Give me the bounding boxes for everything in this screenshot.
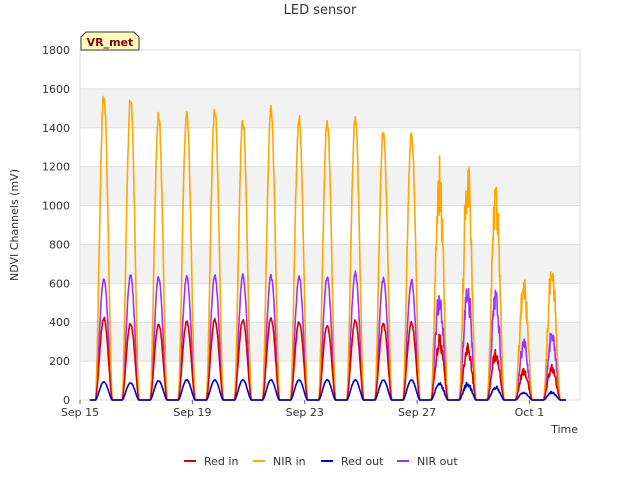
x-tick-label: Oct 1: [515, 406, 545, 419]
band: [80, 244, 580, 284]
band: [80, 361, 580, 400]
legend-label: Red out: [341, 455, 384, 468]
y-tick-label: 800: [49, 238, 70, 251]
series-line-nir-out: [89, 270, 566, 401]
x-tick-label: Sep 23: [286, 406, 324, 419]
series-line-nir-in: [89, 95, 566, 401]
y-tick-label: 1200: [42, 161, 70, 174]
x-tick-label: Sep 27: [398, 406, 436, 419]
y-tick-label: 1000: [42, 200, 70, 213]
band: [80, 50, 580, 89]
y-tick-label: 600: [49, 277, 70, 290]
legend: Red in NIR in Red out NIR out: [184, 455, 458, 468]
x-tick-label: Sep 15: [61, 406, 99, 419]
badge-text: VR_met: [87, 36, 134, 49]
x-tick-label: Sep 19: [173, 406, 211, 419]
y-tick-label: 1600: [42, 83, 70, 96]
legend-item: Red out: [321, 455, 384, 468]
legend-label: NIR out: [417, 455, 458, 468]
x-axis-title: Time: [550, 423, 578, 436]
y-tick-label: 0: [63, 394, 70, 407]
y-tick-label: 1800: [42, 44, 70, 57]
y-tick-label: 400: [49, 316, 70, 329]
band: [80, 88, 580, 128]
legend-label: Red in: [204, 455, 238, 468]
y-tick-label: 1400: [42, 122, 70, 135]
legend-item: NIR out: [397, 455, 458, 468]
plot-frame: [79, 49, 581, 401]
x-axis: Sep 15 Sep 19 Sep 23 Sep 27 Oct 1: [61, 400, 544, 419]
y-tick-label: 200: [49, 355, 70, 368]
series-line-red-in: [89, 316, 566, 401]
site-badge: VR_met: [80, 31, 140, 51]
y-axis: 0 200 400 600 800 1000 1200 1400 1600 1800: [42, 44, 70, 407]
y-axis-title: NDVI Channels (mV): [8, 169, 21, 281]
badge-shape: [80, 31, 140, 51]
legend-label: NIR in: [273, 455, 306, 468]
legend-item: NIR in: [253, 455, 306, 468]
series-layer: [89, 95, 566, 401]
series-line-red-out: [89, 378, 566, 401]
chart-title: LED sensor: [284, 3, 357, 18]
legend-item: Red in: [184, 455, 238, 468]
